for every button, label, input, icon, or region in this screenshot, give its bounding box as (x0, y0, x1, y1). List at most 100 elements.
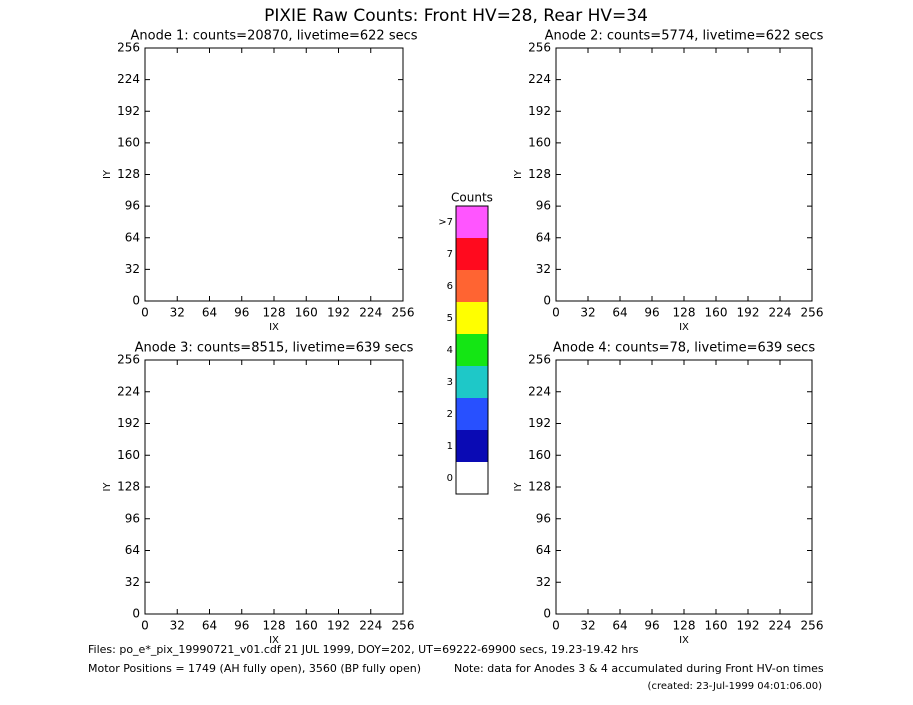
y-tick-label: 64 (536, 230, 551, 244)
y-tick-label: 192 (528, 416, 551, 430)
x-tick-label: 32 (580, 306, 595, 320)
x-tick-label: 160 (705, 619, 728, 633)
colorbar-label: 5 (447, 313, 453, 324)
y-tick-label: 128 (117, 480, 140, 494)
y-axis-label: IY (513, 482, 524, 492)
colorbar-label: 1 (447, 441, 453, 452)
colorbar-label: >7 (438, 217, 453, 228)
y-tick-label: 32 (536, 575, 551, 589)
x-tick-label: 224 (769, 619, 792, 633)
x-tick-label: 64 (612, 619, 627, 633)
colorbar-box (456, 302, 488, 334)
x-tick-label: 224 (359, 619, 382, 633)
x-tick-label: 96 (234, 306, 249, 320)
y-tick-label: 64 (536, 543, 551, 557)
x-axis-label: IX (679, 635, 689, 646)
y-tick-label: 224 (528, 384, 551, 398)
colorbar-box (456, 206, 488, 238)
x-tick-label: 128 (673, 619, 696, 633)
y-tick-label: 256 (117, 41, 140, 55)
x-tick-label: 128 (673, 306, 696, 320)
y-tick-label: 32 (125, 575, 140, 589)
colorbar-box (456, 334, 488, 366)
y-tick-label: 160 (117, 448, 140, 462)
y-tick-label: 256 (117, 353, 140, 367)
y-axis-label: IY (102, 482, 113, 492)
colorbar-frame (455, 205, 489, 495)
panel-title: Anode 3: counts=8515, livetime=639 secs (135, 341, 414, 356)
y-tick-label: 32 (536, 262, 551, 276)
y-axis-label: IY (102, 169, 113, 179)
x-tick-label: 64 (612, 306, 627, 320)
x-tick-label: 192 (737, 306, 760, 320)
y-tick-label: 256 (528, 353, 551, 367)
y-tick-label: 0 (132, 294, 140, 308)
y-tick-label: 96 (536, 511, 551, 525)
x-tick-label: 224 (769, 306, 792, 320)
y-tick-label: 224 (528, 72, 551, 86)
colorbar-box (456, 462, 488, 494)
x-tick-label: 64 (202, 619, 217, 633)
x-tick-label: 128 (263, 306, 286, 320)
y-tick-label: 0 (543, 607, 551, 621)
y-tick-label: 256 (528, 41, 551, 55)
panel-title: Anode 1: counts=20870, livetime=622 secs (130, 29, 417, 44)
x-tick-label: 96 (644, 306, 659, 320)
panel-title: Anode 4: counts=78, livetime=639 secs (553, 341, 815, 356)
x-axis-label: IX (269, 322, 279, 333)
y-tick-label: 96 (125, 511, 140, 525)
x-tick-label: 0 (141, 619, 149, 633)
y-axis-label: IY (513, 169, 524, 179)
x-tick-label: 0 (552, 306, 560, 320)
x-tick-label: 0 (552, 619, 560, 633)
y-tick-label: 160 (528, 135, 551, 149)
x-tick-label: 256 (801, 619, 824, 633)
colorbar-label: 3 (447, 377, 453, 388)
y-tick-label: 224 (117, 72, 140, 86)
colorbar-label: 4 (447, 345, 453, 356)
x-axis-label: IX (269, 635, 279, 646)
colorbar-box (456, 238, 488, 270)
x-tick-label: 128 (263, 619, 286, 633)
y-tick-label: 160 (117, 135, 140, 149)
y-tick-label: 0 (543, 294, 551, 308)
footer-motor: Motor Positions = 1749 (AH fully open), … (88, 662, 421, 675)
x-tick-label: 160 (705, 306, 728, 320)
x-tick-label: 160 (295, 306, 318, 320)
footer-note: Note: data for Anodes 3 & 4 accumulated … (454, 662, 824, 675)
x-tick-label: 32 (170, 306, 185, 320)
colorbar-box (456, 270, 488, 302)
y-tick-label: 128 (528, 167, 551, 181)
x-tick-label: 224 (359, 306, 382, 320)
x-tick-label: 256 (392, 619, 415, 633)
x-tick-label: 32 (580, 619, 595, 633)
x-tick-label: 256 (392, 306, 415, 320)
colorbar-box (456, 366, 488, 398)
panel-title: Anode 2: counts=5774, livetime=622 secs (545, 29, 824, 44)
y-tick-label: 160 (528, 448, 551, 462)
x-axis-label: IX (679, 322, 689, 333)
y-tick-label: 96 (536, 199, 551, 213)
x-tick-label: 0 (141, 306, 149, 320)
colorbar-label: 0 (447, 473, 453, 484)
colorbar-label: 2 (447, 409, 453, 420)
y-tick-label: 64 (125, 230, 140, 244)
plot-frame (555, 47, 813, 302)
x-tick-label: 256 (801, 306, 824, 320)
colorbar-label: 6 (447, 281, 453, 292)
y-tick-label: 192 (117, 104, 140, 118)
x-tick-label: 96 (644, 619, 659, 633)
colorbar-box (456, 398, 488, 430)
x-tick-label: 160 (295, 619, 318, 633)
colorbar-label: 7 (447, 249, 453, 260)
x-tick-label: 64 (202, 306, 217, 320)
y-tick-label: 128 (117, 167, 140, 181)
plot-frame (555, 359, 813, 615)
plot-frame (144, 47, 404, 302)
x-tick-label: 96 (234, 619, 249, 633)
y-tick-label: 192 (528, 104, 551, 118)
y-tick-label: 0 (132, 607, 140, 621)
x-tick-label: 32 (170, 619, 185, 633)
y-tick-label: 96 (125, 199, 140, 213)
plot-frame (144, 359, 404, 615)
